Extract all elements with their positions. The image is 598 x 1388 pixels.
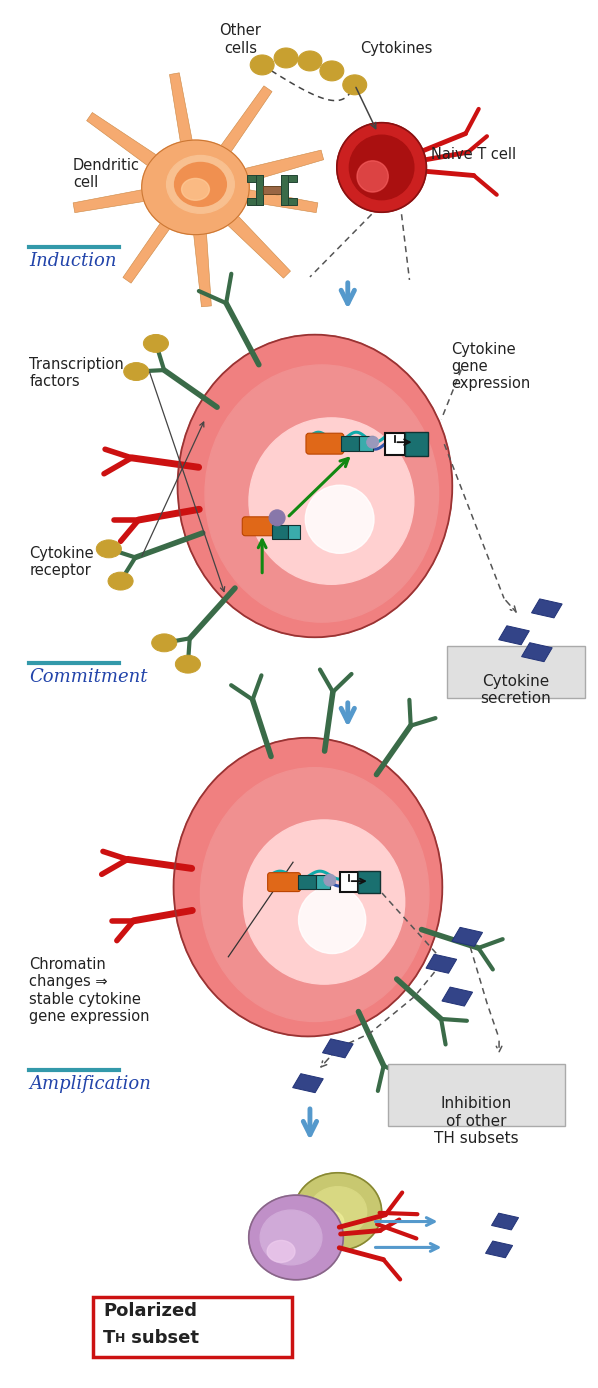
Text: Chromatin
changes ⇒
stable cytokine
gene expression: Chromatin changes ⇒ stable cytokine gene… bbox=[29, 956, 150, 1024]
Text: Cytokine
receptor: Cytokine receptor bbox=[29, 545, 94, 577]
Bar bbox=[358, 872, 380, 892]
Text: Dendritic
cell: Dendritic cell bbox=[73, 157, 140, 190]
Polygon shape bbox=[492, 1213, 518, 1230]
Text: Polarized: Polarized bbox=[103, 1302, 197, 1320]
Text: Inhibition
of other
TH subsets: Inhibition of other TH subsets bbox=[434, 1097, 518, 1146]
Polygon shape bbox=[243, 150, 324, 182]
Ellipse shape bbox=[267, 1241, 295, 1262]
Bar bbox=[263, 186, 281, 194]
Polygon shape bbox=[227, 215, 291, 278]
Text: Naive T cell: Naive T cell bbox=[431, 147, 517, 162]
Ellipse shape bbox=[249, 1195, 343, 1280]
Ellipse shape bbox=[108, 572, 133, 590]
Polygon shape bbox=[73, 189, 145, 212]
Text: Induction: Induction bbox=[29, 253, 117, 271]
Ellipse shape bbox=[173, 738, 443, 1037]
Bar bbox=[447, 647, 585, 698]
Polygon shape bbox=[169, 72, 193, 143]
Text: Cytokine
secretion: Cytokine secretion bbox=[481, 675, 551, 706]
Ellipse shape bbox=[343, 75, 367, 94]
FancyBboxPatch shape bbox=[268, 873, 300, 891]
Text: T: T bbox=[103, 1330, 115, 1346]
Ellipse shape bbox=[200, 768, 429, 1022]
Bar bbox=[247, 175, 263, 182]
Ellipse shape bbox=[250, 56, 274, 75]
Bar bbox=[281, 175, 297, 182]
Ellipse shape bbox=[142, 140, 249, 235]
Bar bbox=[298, 876, 316, 890]
Ellipse shape bbox=[274, 49, 298, 68]
Text: Cytokines: Cytokines bbox=[360, 42, 432, 56]
Circle shape bbox=[349, 135, 414, 200]
Ellipse shape bbox=[243, 820, 405, 984]
Ellipse shape bbox=[306, 486, 374, 554]
Circle shape bbox=[367, 436, 379, 448]
Circle shape bbox=[324, 874, 336, 886]
Ellipse shape bbox=[178, 335, 452, 637]
Polygon shape bbox=[532, 598, 562, 618]
Text: Cytokine
gene
expression: Cytokine gene expression bbox=[451, 341, 530, 391]
Circle shape bbox=[269, 509, 285, 526]
Polygon shape bbox=[220, 86, 272, 153]
Polygon shape bbox=[499, 626, 529, 645]
Polygon shape bbox=[486, 1241, 512, 1258]
Polygon shape bbox=[87, 112, 157, 167]
Ellipse shape bbox=[260, 1210, 322, 1264]
Text: H: H bbox=[115, 1332, 125, 1345]
Polygon shape bbox=[426, 954, 457, 973]
Ellipse shape bbox=[309, 1187, 367, 1237]
Polygon shape bbox=[292, 1074, 324, 1092]
Ellipse shape bbox=[298, 51, 322, 71]
Ellipse shape bbox=[298, 887, 366, 954]
Bar bbox=[256, 175, 263, 205]
Polygon shape bbox=[452, 927, 483, 947]
Ellipse shape bbox=[294, 1173, 382, 1251]
Ellipse shape bbox=[175, 162, 226, 207]
FancyBboxPatch shape bbox=[306, 433, 344, 454]
Ellipse shape bbox=[205, 365, 438, 622]
Ellipse shape bbox=[124, 362, 149, 380]
Text: Transcription
factors: Transcription factors bbox=[29, 357, 124, 389]
Ellipse shape bbox=[316, 1210, 344, 1233]
Bar bbox=[93, 1298, 292, 1357]
Bar bbox=[316, 876, 330, 890]
Bar bbox=[247, 198, 263, 205]
Ellipse shape bbox=[167, 155, 234, 214]
Ellipse shape bbox=[320, 61, 344, 81]
Polygon shape bbox=[442, 987, 472, 1006]
Bar bbox=[288, 525, 300, 539]
Text: Other
cells: Other cells bbox=[219, 24, 261, 56]
Bar bbox=[359, 436, 373, 451]
Ellipse shape bbox=[249, 418, 414, 584]
Text: Commitment: Commitment bbox=[29, 668, 148, 686]
Circle shape bbox=[357, 161, 388, 192]
Bar bbox=[281, 198, 297, 205]
Bar bbox=[385, 433, 404, 455]
Polygon shape bbox=[245, 189, 318, 212]
Bar bbox=[404, 432, 428, 457]
Bar bbox=[281, 175, 288, 205]
Ellipse shape bbox=[182, 179, 209, 200]
Bar bbox=[341, 436, 359, 451]
Polygon shape bbox=[521, 643, 552, 662]
Ellipse shape bbox=[144, 335, 169, 353]
Bar bbox=[340, 872, 358, 892]
Polygon shape bbox=[123, 222, 170, 283]
Ellipse shape bbox=[175, 655, 200, 673]
FancyBboxPatch shape bbox=[242, 516, 276, 536]
Text: subset: subset bbox=[125, 1330, 199, 1346]
Text: Amplification: Amplification bbox=[29, 1076, 151, 1094]
Bar bbox=[272, 525, 288, 539]
Polygon shape bbox=[194, 232, 211, 307]
Polygon shape bbox=[322, 1038, 353, 1058]
Ellipse shape bbox=[96, 540, 121, 558]
Bar bbox=[388, 1065, 565, 1126]
Ellipse shape bbox=[152, 634, 177, 652]
Circle shape bbox=[337, 122, 426, 212]
